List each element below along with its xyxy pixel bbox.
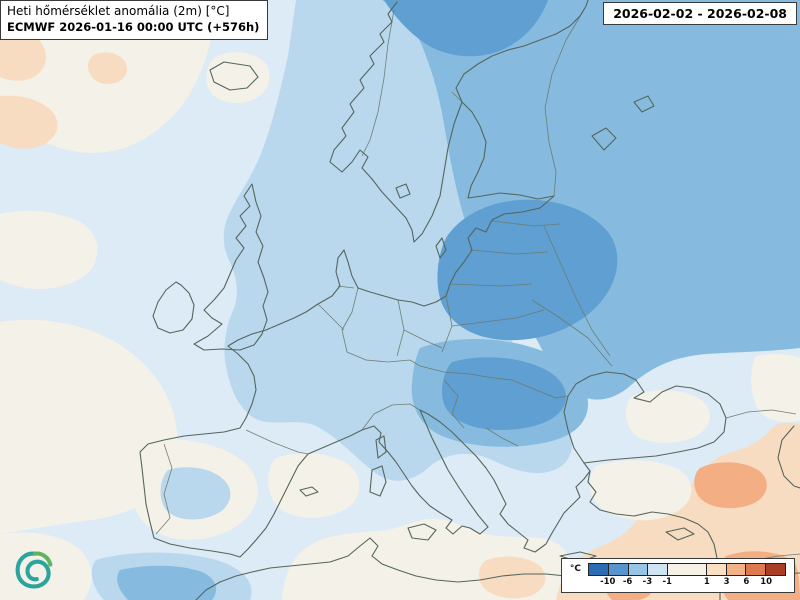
legend-cell [705, 564, 726, 575]
border-path [725, 409, 797, 419]
border-path [485, 427, 519, 447]
lake-ladoga [591, 127, 617, 151]
legend-boundary-label: -6 [622, 577, 633, 587]
model-run-info: ECMWF 2026-01-16 00:00 UTC (+576h) [7, 19, 260, 34]
anomaly-zone-cold-strong-north [384, 0, 548, 57]
legend-strip-wrap: -10 -6 -3 -1 1 3 6 10 [588, 563, 786, 589]
anomaly-zone-cold-light-iberia [160, 467, 231, 520]
coastline-cyprus [665, 527, 695, 541]
coastline-corsica [375, 435, 387, 459]
coastline-sicily [407, 523, 437, 541]
legend-labels: -10 -6 -3 -1 1 3 6 10 [588, 577, 786, 588]
anomaly-zone-warm-libya [478, 556, 546, 599]
anomaly-zone-warm-strong-anatolia [694, 462, 767, 509]
border-path [337, 285, 355, 289]
border-path [443, 379, 465, 429]
coastline-continent [139, 249, 591, 558]
legend-boundary-label: 6 [743, 577, 750, 587]
border-path [451, 309, 545, 327]
legend-cell [589, 564, 608, 575]
legend-boundary-label: 1 [703, 577, 710, 587]
title-box: Heti hőmérséklet anomália (2m) [°C] ECMW… [0, 0, 269, 40]
anomaly-zone-warm-nw-corner-1 [0, 26, 46, 81]
anomaly-zone-neutral-anatolia [589, 460, 692, 521]
coastline-sardinia [369, 465, 387, 497]
legend-cell [627, 564, 648, 575]
anomaly-zone-neutral-caspian [751, 353, 800, 422]
border-path [403, 329, 443, 349]
border-path [419, 365, 513, 381]
legend-cell [607, 564, 628, 575]
legend-boundary-label: -1 [662, 577, 672, 587]
coastline-great-britain [193, 183, 269, 351]
coastline-caspian [777, 425, 800, 489]
coastline-iceland [209, 61, 259, 91]
met-service-logo cyclone-spiral-icon [15, 551, 53, 589]
legend-boundary-label: 3 [723, 577, 730, 587]
coastline-scandinavia [329, 0, 589, 243]
anomaly-zone-neutral-westmed [268, 453, 360, 518]
anomaly-zone-cold-strong-balkan [441, 357, 566, 430]
legend-boundary-label: 10 [760, 577, 773, 587]
lake-vanern [395, 183, 411, 199]
legend-cell [725, 564, 746, 575]
border-path [511, 379, 569, 399]
coastline-balearics [299, 486, 319, 497]
border-path [361, 403, 421, 431]
border-path [491, 220, 561, 227]
coastline-ireland [152, 281, 195, 334]
border-path [341, 287, 359, 353]
border-path [245, 429, 309, 455]
spiral-stroke-green [32, 551, 53, 567]
anomaly-zone-neutral-blacksea [625, 390, 710, 443]
legend-unit-label: °C [569, 564, 581, 574]
legend-boundary-label: -10 [600, 577, 616, 587]
border-path [449, 283, 533, 287]
border-path [155, 443, 173, 535]
anomaly-zone-cold-medium [382, 0, 800, 400]
border-path [544, 7, 586, 197]
spiral-stroke-teal [15, 551, 51, 589]
border-path [451, 91, 463, 103]
color-scale-legend: °C -10 -6 -3 -1 1 3 6 10 [560, 558, 795, 593]
coastline-gotland [435, 237, 447, 259]
border-path [346, 351, 421, 367]
border-path [543, 225, 611, 357]
legend-cell [745, 564, 766, 575]
coastline-baltic [357, 101, 555, 307]
anomaly-zone-neutral-atlantic-mid [0, 210, 98, 290]
map-title: Heti hőmérséklet anomália (2m) [°C] [7, 4, 230, 18]
border-path [317, 303, 345, 331]
anomaly-zone-cold-strong-east [437, 199, 618, 341]
anomaly-zone-warm-nw-corner-3 [88, 52, 128, 84]
coastline-black-sea [563, 371, 727, 464]
anomaly-zone-neutral-iceland [206, 52, 270, 103]
border-path [469, 249, 549, 255]
border-path [361, 9, 395, 157]
lake-onega [633, 95, 655, 113]
border-path [531, 299, 613, 367]
country-borders [155, 7, 800, 575]
legend-cell [667, 564, 706, 575]
legend-color-strip [588, 563, 786, 576]
valid-period-label: 2026-02-02 - 2026-02-08 [603, 2, 797, 25]
legend-boundary-label: -3 [642, 577, 653, 587]
anomaly-zone-warm-nw-corner-2 [0, 95, 58, 149]
anomaly-zone-cold-medium-morocco [117, 565, 217, 600]
legend-cell [765, 564, 785, 575]
legend-cell [647, 564, 668, 575]
